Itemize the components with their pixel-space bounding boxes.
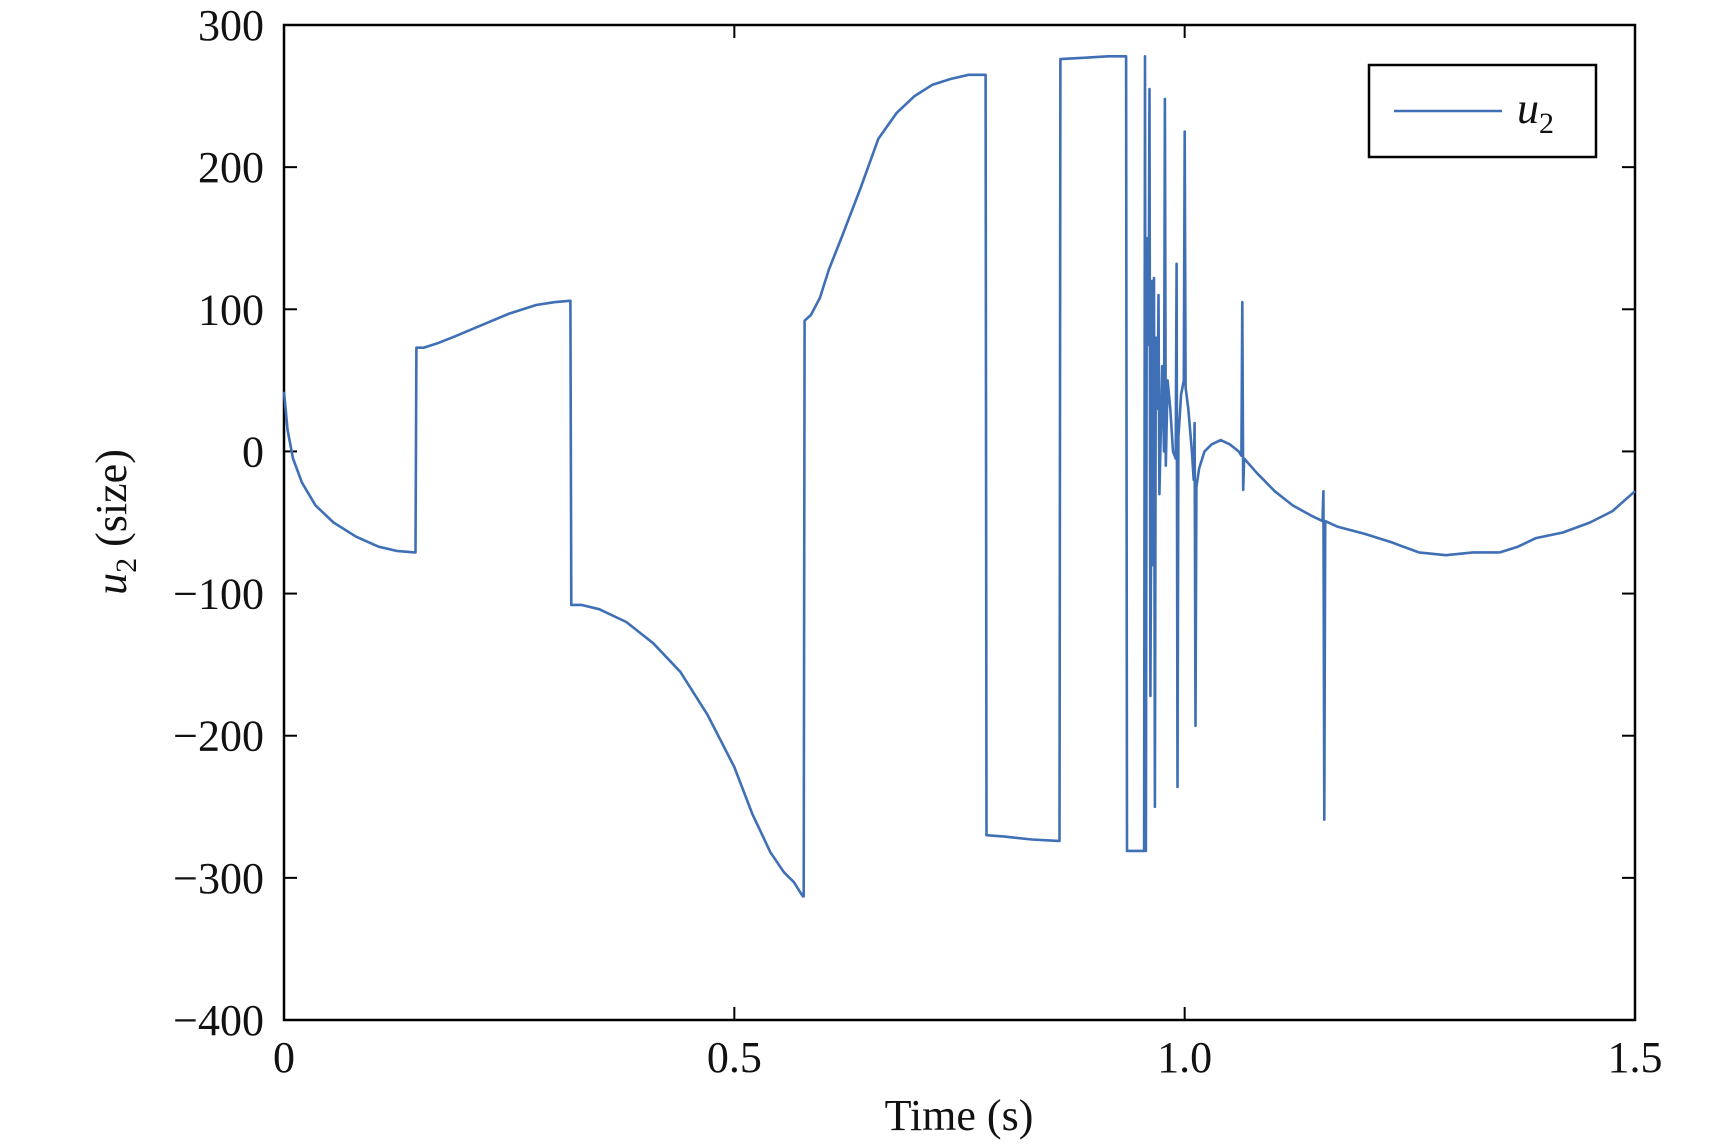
series-line-u2 (282, 55, 1636, 898)
y-axis-label-var: u (87, 573, 136, 595)
y-tick-label: 100 (198, 285, 264, 334)
x-axis-label: Time (s) (885, 1091, 1034, 1140)
y-tick-label: −400 (173, 996, 264, 1045)
y-axis-label-rest: (size) (87, 449, 136, 558)
axis-ticks (283, 24, 1636, 1021)
x-tick-label: 1.0 (1157, 1033, 1212, 1082)
plot-area (282, 23, 1637, 1022)
legend-entry-sub: 2 (1539, 107, 1554, 140)
series-layer (282, 55, 1636, 898)
x-tick-label: 0 (273, 1033, 295, 1082)
x-tick-label: 1.5 (1608, 1033, 1663, 1082)
y-tick-label: 300 (198, 1, 264, 50)
y-tick-label: 200 (198, 143, 264, 192)
y-tick-label: −200 (173, 712, 264, 761)
x-tick-label: 0.5 (707, 1033, 762, 1082)
y-tick-label: −100 (173, 570, 264, 619)
y-tick-label: 0 (242, 427, 264, 476)
axis-tick-labels: 0 0.5 1.0 1.5 300 200 100 0 −100 −200 −300 −400 (173, 1, 1662, 1082)
legend-entry: u2 (1517, 84, 1554, 140)
y-tick-label: −300 (173, 854, 264, 903)
legend: u2 (1367, 63, 1598, 159)
y-axis-label-sub: 2 (110, 558, 143, 573)
legend-entry-var: u (1517, 84, 1539, 133)
y-axis-label: u2 (size) (87, 449, 143, 595)
